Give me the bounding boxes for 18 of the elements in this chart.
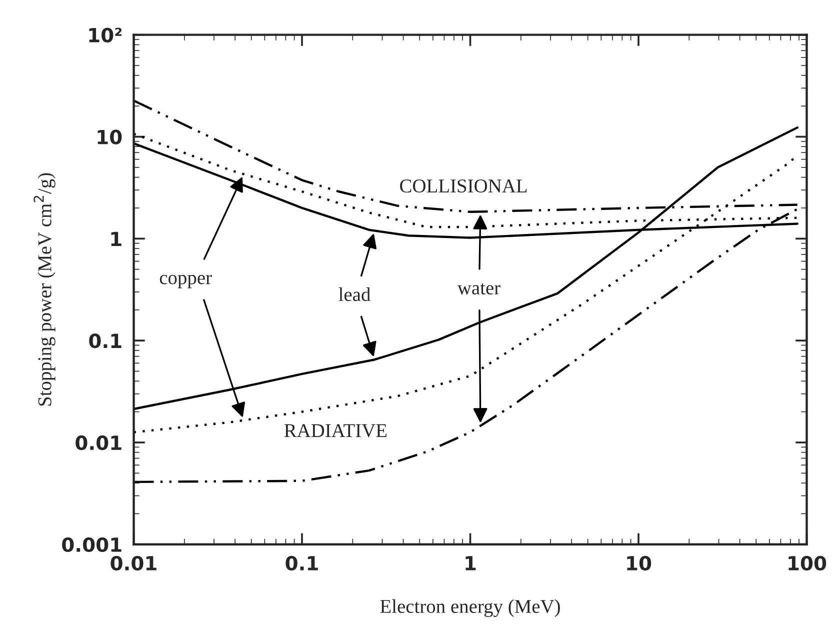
- y-tick-label: 10²: [89, 28, 122, 42]
- x-axis-title: Electron energy (MeV): [380, 599, 560, 617]
- x-tick-label: 0.1: [286, 556, 318, 571]
- x-tick-label: 10: [627, 556, 652, 571]
- y-tick-label: 0.001: [62, 537, 122, 552]
- annotation: copper: [160, 274, 212, 288]
- annotation: COLLISIONAL: [400, 179, 527, 193]
- x-tick-label: 100: [788, 556, 826, 571]
- annotation: lead: [338, 287, 370, 302]
- y-tick-label: 10: [98, 130, 122, 144]
- annotation: RADIATIVE: [284, 424, 387, 438]
- y-tick-label: 1: [111, 232, 122, 246]
- x-tick-label: 1: [466, 556, 476, 570]
- x-tick-label: 0.01: [110, 556, 156, 571]
- y-axis-title: Stopping power (MeV cm$^{2}$/g): [34, 173, 56, 406]
- y-tick-label: 0.1: [89, 334, 122, 348]
- y-tick-label: 0.01: [76, 435, 122, 450]
- annotation: water: [457, 283, 500, 294]
